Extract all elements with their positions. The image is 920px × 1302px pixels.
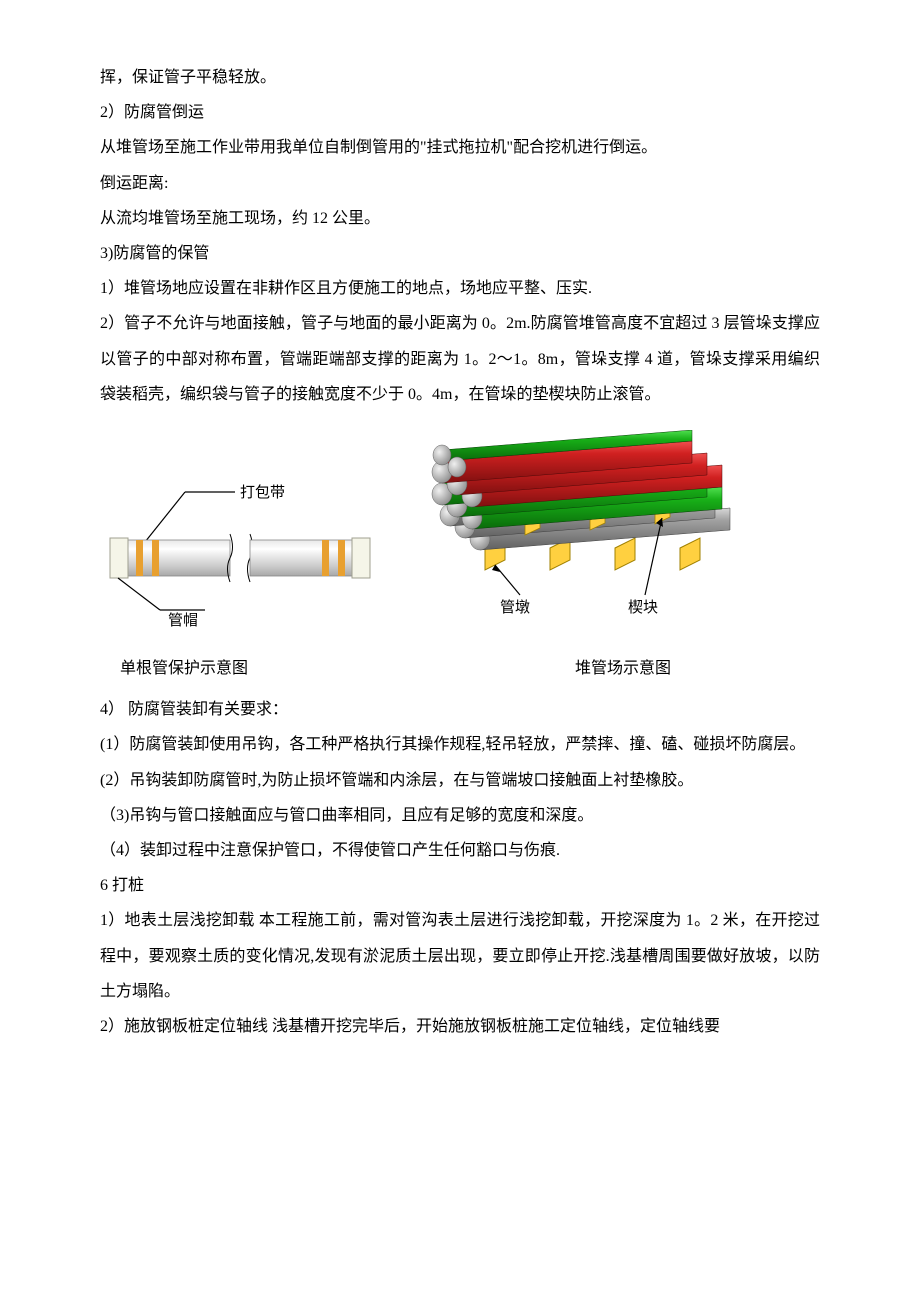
paragraph: 挥，保证管子平稳轻放。 xyxy=(100,60,820,95)
paragraph: (1）防腐管装卸使用吊钩，各工种严格执行其操作规程,轻吊轻放，严禁摔、撞、磕、碰… xyxy=(100,727,820,762)
paragraph: 2）施放钢板桩定位轴线 浅基槽开挖完毕后，开始施放钢板桩施工定位轴线，定位轴线要 xyxy=(100,1009,820,1044)
single-pipe-diagram: 打包带 管帽 xyxy=(100,470,380,643)
paragraph: 从堆管场至施工作业带用我单位自制倒管用的"挂式拖拉机"配合挖机进行倒运。 xyxy=(100,130,820,165)
label-bottom: 管帽 xyxy=(168,612,198,629)
pipe-stack-diagram: 管墩 楔块 xyxy=(430,430,750,643)
paragraph: 4） 防腐管装卸有关要求： xyxy=(100,692,820,727)
paragraph: 2）防腐管倒运 xyxy=(100,95,820,130)
label-left: 管墩 xyxy=(500,599,530,616)
paragraph: 1）地表土层浅挖卸载 本工程施工前，需对管沟表土层进行浅挖卸载，开挖深度为 1。… xyxy=(100,903,820,1009)
paragraph: 1）堆管场地应设置在非耕作区且方便施工的地点，场地应平整、压实. xyxy=(100,271,820,306)
paragraph: 倒运距离: xyxy=(100,166,820,201)
label-right: 楔块 xyxy=(628,599,658,616)
paragraph: （3)吊钩与管口接触面应与管口曲率相同，且应有足够的宽度和深度。 xyxy=(100,798,820,833)
paragraph: 6 打桩 xyxy=(100,868,820,903)
caption-left: 单根管保护示意图 xyxy=(100,651,440,686)
label-top: 打包带 xyxy=(240,484,285,501)
diagram-captions: 单根管保护示意图 堆管场示意图 xyxy=(100,651,820,686)
paragraph: 3)防腐管的保管 xyxy=(100,236,820,271)
diagrams-container: 打包带 管帽 xyxy=(100,430,820,643)
paragraph: 2）管子不允许与地面接触，管子与地面的最小距离为 0。2m.防腐管堆管高度不宜超… xyxy=(100,306,820,412)
paragraph: （4）装卸过程中注意保护管口，不得使管口产生任何豁口与伤痕. xyxy=(100,833,820,868)
paragraph: 从流均堆管场至施工现场，约 12 公里。 xyxy=(100,201,820,236)
paragraph: (2）吊钩装卸防腐管时,为防止损坏管端和内涂层，在与管端坡口接触面上衬垫橡胶。 xyxy=(100,763,820,798)
caption-right: 堆管场示意图 xyxy=(440,651,820,686)
